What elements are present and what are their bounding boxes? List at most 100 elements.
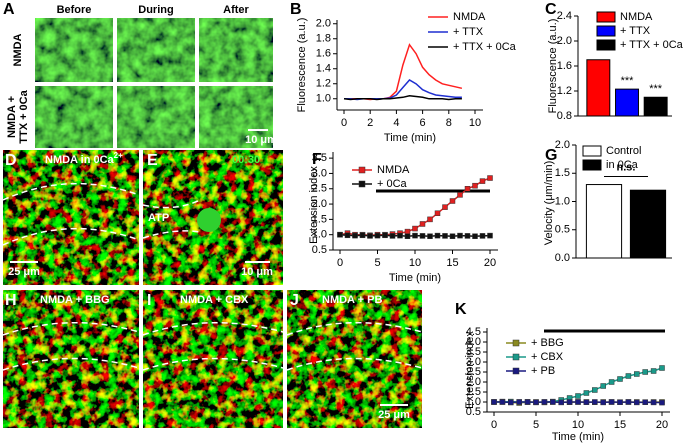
data-point <box>617 376 623 382</box>
legend-label: + TTX <box>620 25 651 37</box>
y-tick-label: 2.0 <box>555 139 570 151</box>
data-point <box>442 204 448 210</box>
x-tick-label: 15 <box>446 257 458 269</box>
y-tick-label: 2.5 <box>312 183 327 195</box>
panel-label: E <box>147 152 158 169</box>
row-label: NMDA <box>12 33 24 66</box>
legend-swatch <box>596 11 616 23</box>
series-line <box>344 43 463 101</box>
data-point <box>442 233 448 239</box>
bar <box>629 189 667 259</box>
data-point <box>419 221 426 227</box>
image-label: NMDA + CBX <box>180 294 249 306</box>
image-panel-j: NMDA + PB 25 μm <box>286 290 423 428</box>
label-superscript: 2+ <box>114 151 123 160</box>
image-panel-e: 00:30 ATP 10 μm <box>142 150 283 285</box>
data-point <box>427 233 433 239</box>
data-point <box>434 210 441 216</box>
panel-label: F <box>312 151 322 168</box>
data-point <box>642 399 648 405</box>
y-tick-label: 2.0 <box>466 376 481 388</box>
data-point <box>479 233 486 239</box>
y-tick-label: 3.5 <box>466 346 481 358</box>
data-point <box>592 399 598 405</box>
y-tick-label: 0.5 <box>466 406 481 418</box>
x-tick-label: 20 <box>656 419 668 431</box>
legend-label: in 0Ca <box>606 159 639 171</box>
significance: n.s. <box>617 161 636 173</box>
y-tick-label: 4.5 <box>466 326 481 338</box>
column-label: After <box>223 4 249 16</box>
panel-label: K <box>455 301 467 318</box>
x-axis-title: Time (min) <box>384 132 436 144</box>
y-tick-label: 2.0 <box>312 198 327 210</box>
data-point <box>434 232 441 239</box>
data-point <box>541 399 548 405</box>
panel-label: H <box>5 292 17 309</box>
data-point <box>412 232 418 239</box>
data-point <box>457 232 463 239</box>
data-point <box>625 399 632 405</box>
image-label: NMDA + PB <box>322 294 382 306</box>
data-point <box>516 399 522 405</box>
legend-label: NMDA <box>377 164 410 176</box>
x-tick-label: 0 <box>341 117 347 129</box>
legend-swatch <box>582 145 602 157</box>
data-point <box>449 233 456 239</box>
x-tick-label: 6 <box>420 117 426 129</box>
y-tick-label: 1.0 <box>555 195 570 207</box>
row-label: TTX + 0Ca <box>18 89 30 143</box>
y-tick-label: 1.4 <box>316 63 331 75</box>
x-tick-label: 5 <box>374 257 380 269</box>
y-tick-label: 1.2 <box>316 78 331 90</box>
data-point <box>389 233 396 239</box>
y-tick-label: 1.8 <box>316 33 331 45</box>
y-tick-label: 2.0 <box>557 35 572 47</box>
x-tick-label: 20 <box>484 257 496 269</box>
data-point <box>457 192 463 198</box>
bar <box>615 88 639 117</box>
panel-label: I <box>147 292 151 309</box>
data-point <box>427 216 433 223</box>
y-tick-label: 2.5 <box>466 366 481 378</box>
data-point <box>404 233 411 239</box>
legend-label: + PB <box>531 365 555 377</box>
data-point <box>566 399 573 405</box>
x-tick-label: 0 <box>337 257 343 269</box>
x-tick-label: 8 <box>446 117 452 129</box>
legend-marker <box>358 180 366 188</box>
data-point <box>419 233 426 239</box>
data-point <box>382 232 388 239</box>
data-point <box>575 393 581 399</box>
legend-label: + TTX + 0Ca <box>453 41 517 53</box>
data-point <box>524 399 531 405</box>
legend-label: NMDA <box>453 11 486 23</box>
y-tick-label: 1.0 <box>316 93 331 105</box>
y-tick-label: 1.5 <box>555 167 570 179</box>
legend-label: Control <box>606 145 641 157</box>
bar <box>585 184 623 259</box>
column-label: Before <box>57 4 92 16</box>
x-tick-label: 15 <box>614 419 626 431</box>
x-tick-label: 10 <box>469 117 481 129</box>
data-point <box>592 387 598 393</box>
data-point <box>533 399 539 405</box>
data-point <box>487 175 493 181</box>
scale-bar-label: 10 μm <box>241 266 273 278</box>
y-tick-label: 2.0 <box>316 18 331 30</box>
data-point <box>600 399 606 406</box>
data-point <box>491 399 497 405</box>
data-point <box>499 399 506 405</box>
y-tick-label: 2.4 <box>557 10 572 22</box>
data-point <box>634 399 640 406</box>
data-point <box>617 399 623 405</box>
y-tick-label: 3.0 <box>312 167 327 179</box>
x-tick-label: 2 <box>367 117 373 129</box>
data-point <box>352 232 358 239</box>
panel-label: G <box>545 147 557 164</box>
data-point <box>374 232 381 239</box>
panel-label: A <box>3 1 15 18</box>
legend-label: + TTX <box>453 26 484 38</box>
panel-label: J <box>290 292 299 309</box>
